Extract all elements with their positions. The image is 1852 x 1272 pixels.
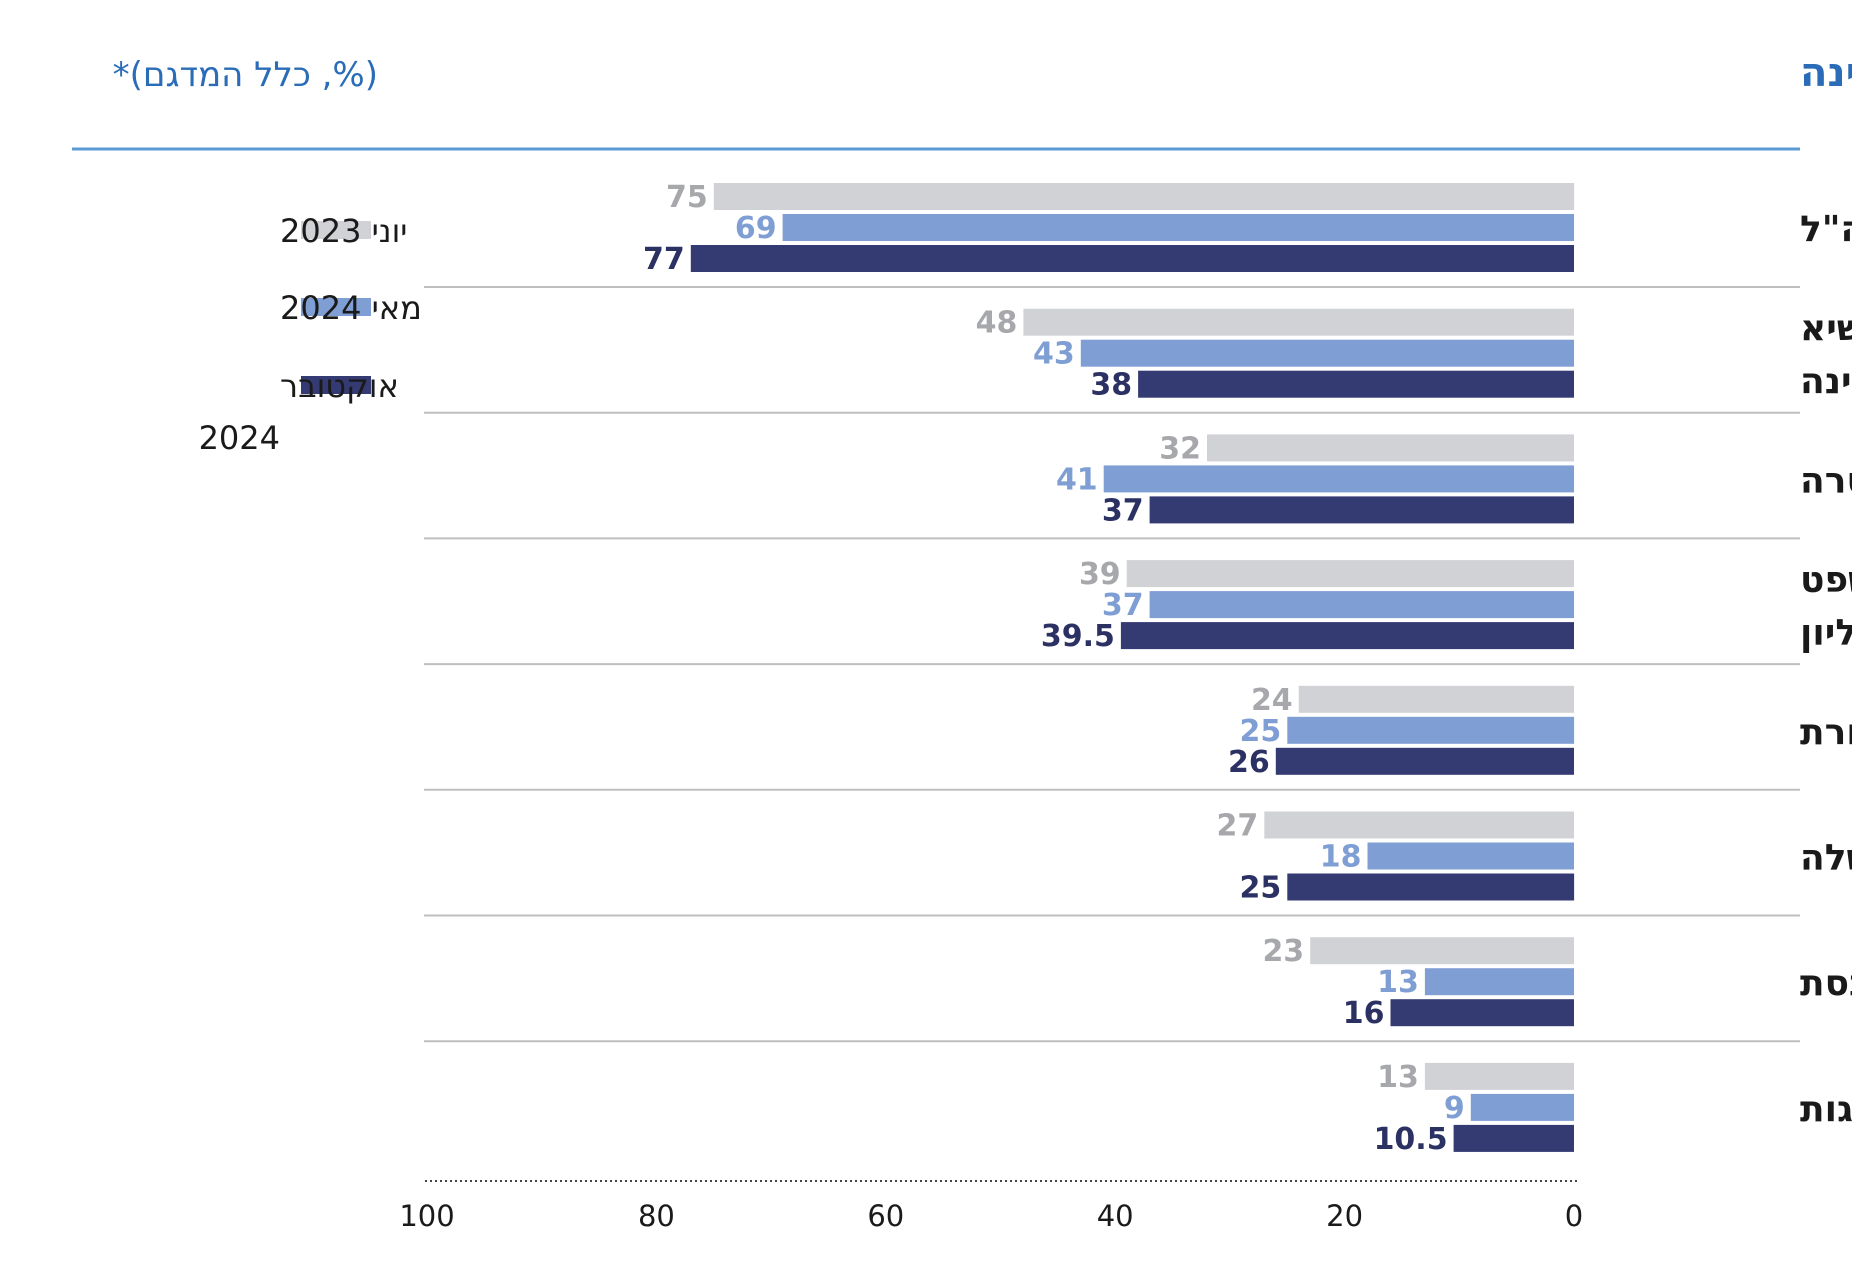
category-label: המשטרה — [1800, 460, 1852, 501]
category-label: התקשורת — [1800, 712, 1852, 753]
bar — [782, 214, 1574, 241]
data-label: 75 — [666, 180, 708, 215]
bar — [1126, 560, 1574, 588]
bar — [1367, 842, 1574, 870]
legend-swatch — [301, 221, 371, 239]
category-label: הממשלה — [1800, 838, 1852, 879]
bar — [1149, 496, 1574, 524]
plot-area: צה"ל756977נשיאהמדינה484338המשטרה324137בי… — [399, 180, 1852, 1233]
data-label: 69 — [735, 211, 777, 246]
x-tick-label: 40 — [1097, 1199, 1134, 1233]
data-label: 41 — [1056, 462, 1098, 497]
data-label: 39.5 — [1041, 619, 1115, 654]
data-label: 13 — [1377, 965, 1419, 1000]
data-label: 37 — [1102, 493, 1144, 528]
data-label: 43 — [1033, 337, 1075, 372]
data-label: 9 — [1444, 1091, 1465, 1126]
x-tick-label: 100 — [399, 1199, 454, 1233]
category-label: המדינה — [1800, 361, 1852, 402]
category-label: המפלגות — [1800, 1089, 1852, 1130]
category-label: העליון — [1800, 613, 1852, 654]
data-label: 32 — [1159, 431, 1201, 466]
category-label: הכנסת — [1800, 963, 1852, 1004]
chart-title: נותנים אמון רב או די רב בכל אחד ממוסדות … — [1800, 50, 1852, 96]
legend-label: אוקטובר — [280, 367, 399, 405]
bar — [1023, 308, 1574, 336]
x-tick-label: 0 — [1565, 1199, 1583, 1233]
data-label: 38 — [1090, 368, 1132, 403]
data-label: 24 — [1251, 683, 1293, 718]
category-label: נשיא — [1800, 308, 1852, 349]
chart-subtitle: (%, כלל המדגם)* — [113, 55, 378, 95]
data-label: 23 — [1262, 934, 1304, 969]
legend-swatch — [301, 298, 371, 316]
x-tick-label: 20 — [1326, 1199, 1363, 1233]
legend-label: 2024 — [199, 419, 280, 457]
bar — [1310, 937, 1574, 965]
data-label: 37 — [1102, 588, 1144, 623]
bar — [1080, 339, 1574, 367]
data-label: 27 — [1217, 809, 1259, 844]
legend-swatch — [301, 376, 371, 394]
bar — [1424, 968, 1574, 996]
legend-label: מאי 2024 — [280, 289, 422, 327]
x-tick-label: 80 — [638, 1199, 675, 1233]
legend-label: יוני 2023 — [280, 212, 407, 250]
bar — [1207, 434, 1574, 462]
bar — [1149, 591, 1574, 619]
x-tick-label: 60 — [867, 1199, 904, 1233]
bar — [1120, 622, 1574, 650]
bar — [690, 245, 1574, 272]
bar — [1470, 1093, 1574, 1121]
data-label: 39 — [1079, 557, 1121, 592]
bar — [1287, 716, 1575, 744]
data-label: 48 — [976, 306, 1018, 341]
bar — [713, 183, 1575, 210]
data-label: 13 — [1377, 1060, 1419, 1095]
bar — [1424, 1062, 1574, 1090]
data-label: 25 — [1240, 714, 1282, 749]
bar — [1453, 1124, 1574, 1152]
data-label: 25 — [1240, 871, 1282, 906]
bar — [1138, 370, 1574, 398]
data-label: 77 — [643, 242, 685, 277]
category-label: בית המשפט — [1800, 560, 1852, 601]
data-label: 10.5 — [1374, 1122, 1448, 1157]
bar — [1103, 465, 1574, 493]
bar — [1390, 999, 1574, 1027]
bar — [1287, 873, 1575, 901]
bar — [1264, 811, 1574, 839]
category-label: צה"ל — [1800, 209, 1852, 250]
bar — [1275, 747, 1574, 775]
data-label: 18 — [1320, 840, 1362, 875]
bar — [1298, 685, 1574, 713]
data-label: 26 — [1228, 745, 1270, 780]
data-label: 16 — [1343, 996, 1385, 1031]
